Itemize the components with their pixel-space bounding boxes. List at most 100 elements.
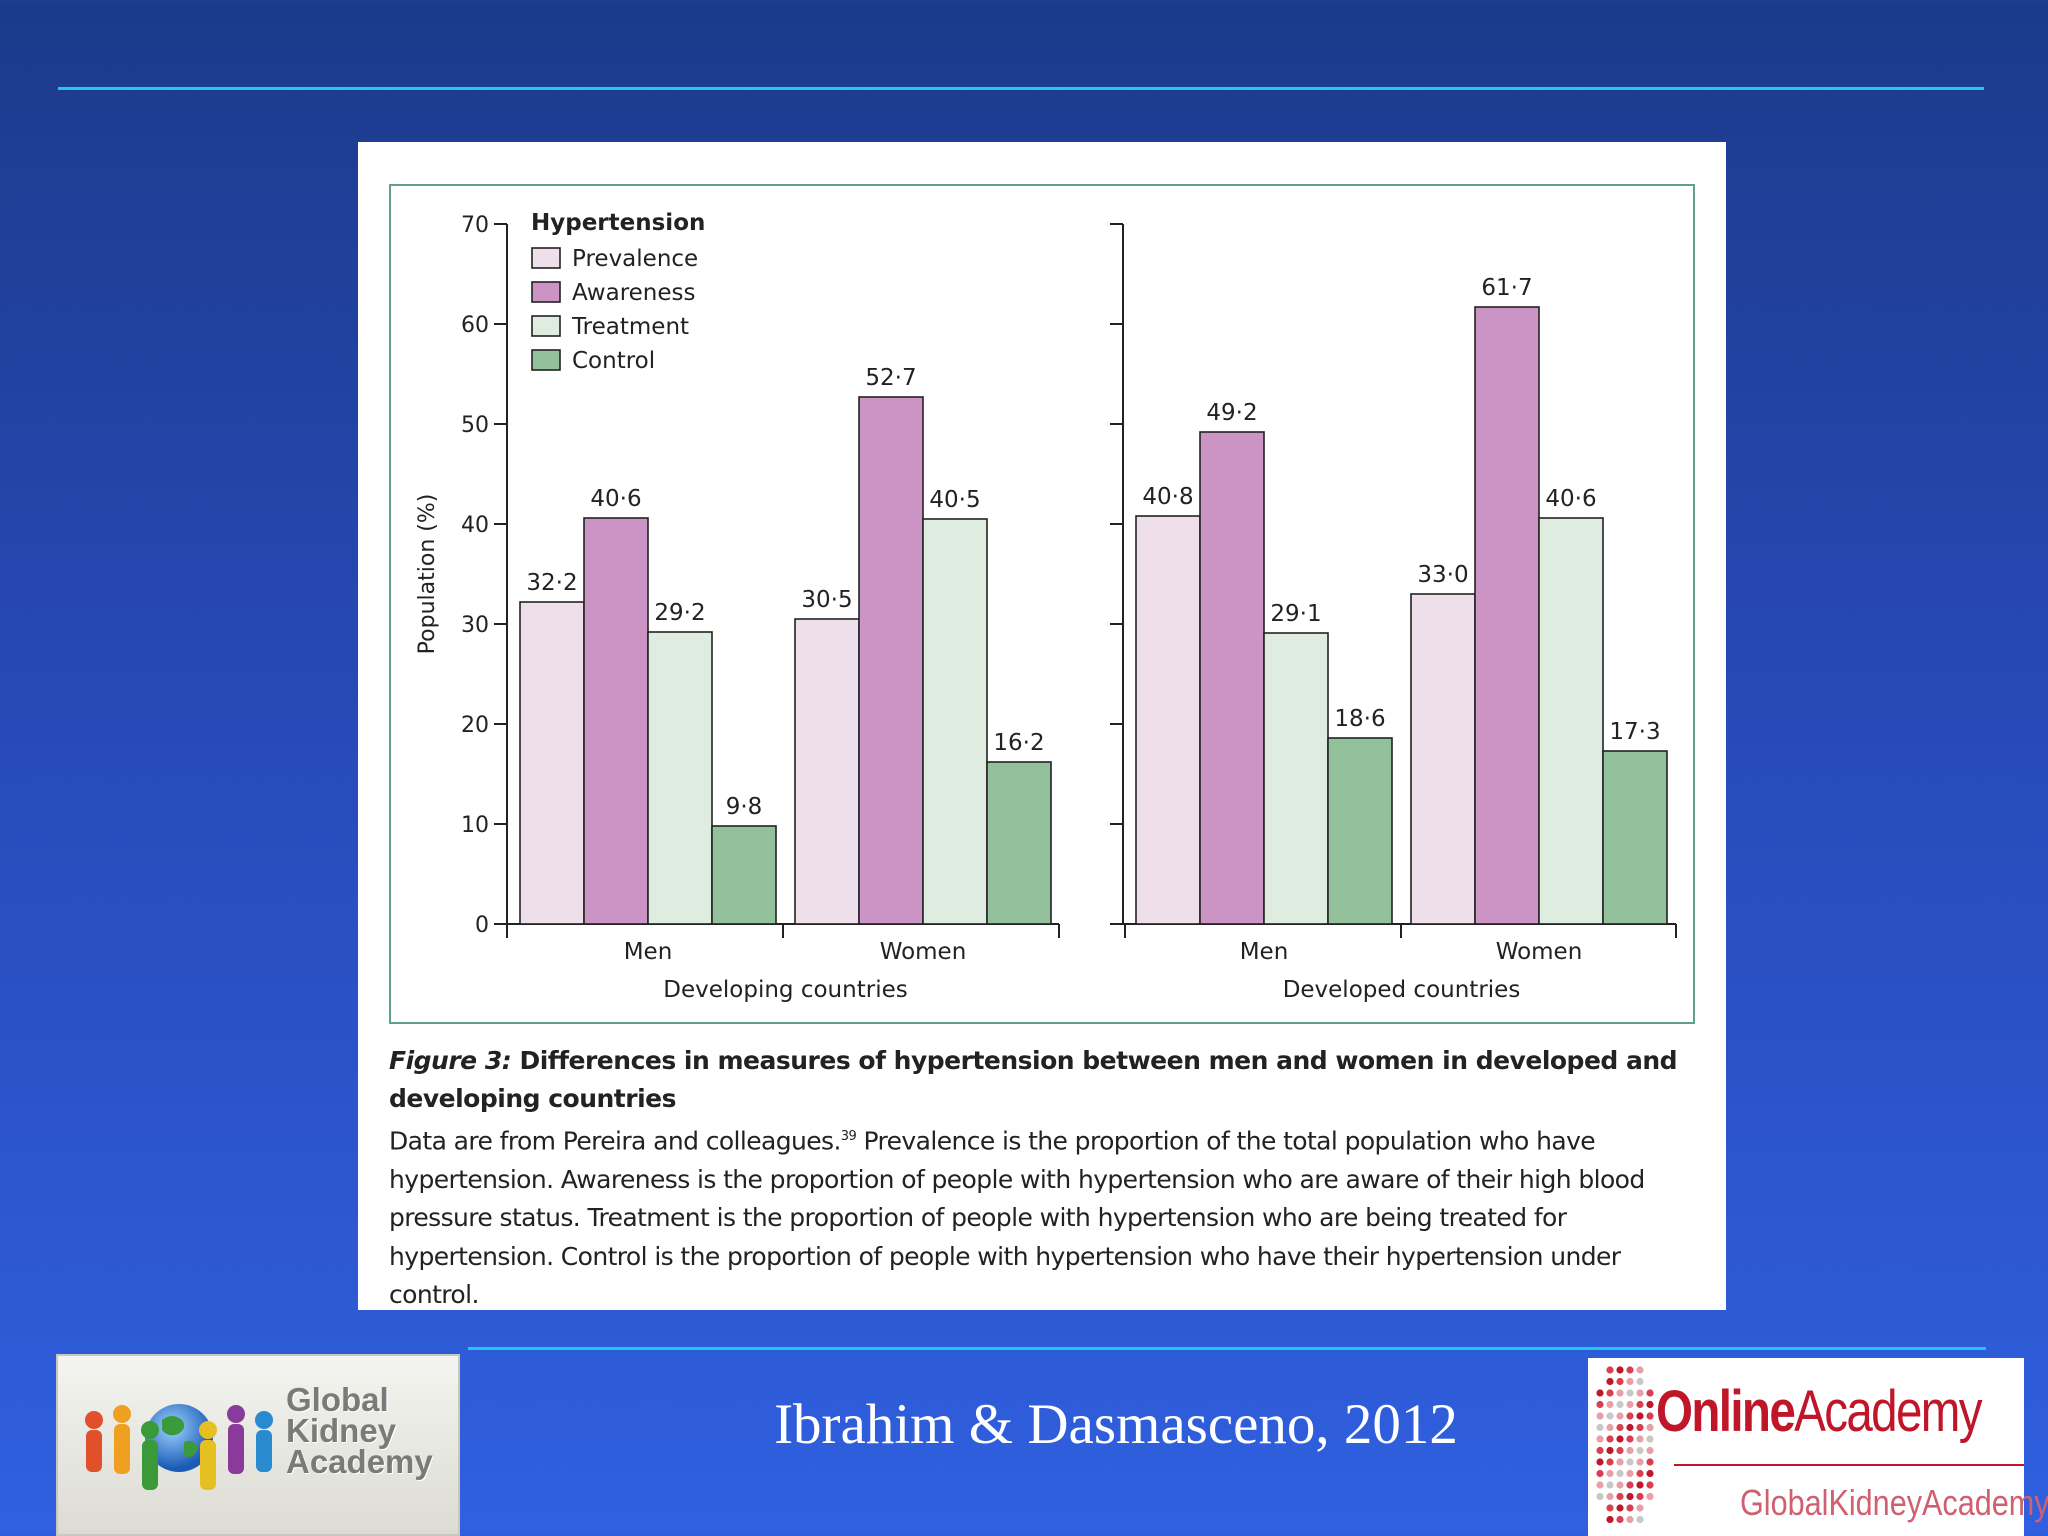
logo-dot	[1626, 1400, 1634, 1409]
legend-label-awareness: Awareness	[572, 280, 696, 306]
y-tick-label: 70	[461, 213, 489, 238]
online-word: Online	[1656, 1379, 1796, 1444]
logo-dot	[1636, 1469, 1644, 1478]
data-label: 17·3	[1609, 719, 1660, 745]
logo-dot	[1596, 1446, 1604, 1455]
bar-awareness	[858, 396, 924, 925]
x-category-label: Women	[1496, 939, 1583, 965]
top-accent-rule	[58, 87, 1984, 90]
logo-dot	[1636, 1366, 1644, 1374]
logo-dot	[1646, 1458, 1654, 1466]
logo-dot	[1626, 1481, 1634, 1489]
citation: Ibrahim & Dasmasceno, 2012	[774, 1393, 1458, 1456]
logo-dot	[1636, 1423, 1644, 1432]
legend-swatch-awareness	[531, 281, 561, 303]
logo-dot	[1626, 1492, 1634, 1501]
global-kidney-academy-logo: Global Kidney Academy	[56, 1354, 460, 1536]
bar-awareness	[1199, 431, 1265, 925]
legend-label-prevalence: Prevalence	[572, 246, 698, 272]
bar-prevalence	[1410, 593, 1476, 925]
logo-dot	[1606, 1412, 1614, 1420]
logo-dot	[1616, 1435, 1624, 1443]
bottom-accent-rule	[468, 1347, 1986, 1350]
logo-dot	[1616, 1504, 1624, 1512]
data-label: 29·2	[654, 600, 705, 626]
plot-frame	[389, 184, 1695, 1024]
x-axis-label: Developing countries	[663, 977, 907, 1003]
data-label: 40·6	[590, 486, 641, 512]
caption-body-rest: Prevalence is the proportion of the tota…	[389, 1126, 1645, 1310]
data-label: 16·2	[993, 730, 1044, 756]
logo-dot	[1616, 1377, 1624, 1386]
bar-treatment	[647, 631, 713, 925]
x-category-label: Men	[1240, 939, 1289, 965]
logo-dot	[1606, 1377, 1614, 1386]
logo-dot	[1616, 1458, 1624, 1466]
logo-dot	[1596, 1492, 1604, 1501]
global-kidney-academy-subtitle: GlobalKidneyAcademy	[1740, 1482, 2048, 1523]
bar-treatment	[1538, 517, 1604, 925]
data-label: 49·2	[1206, 400, 1257, 426]
y-tick-label: 40	[461, 513, 489, 538]
logo-dot	[1626, 1469, 1634, 1478]
data-label: 18·6	[1334, 706, 1385, 732]
academy-word: Academy	[1794, 1379, 1982, 1444]
bar-treatment	[922, 518, 988, 925]
logo-dot	[1626, 1389, 1634, 1397]
online-academy-logo: OnlineAcademy GlobalKidneyAcademy	[1588, 1358, 2048, 1536]
bar-awareness	[583, 517, 649, 925]
bar-prevalence	[519, 601, 585, 925]
logo-dot	[1626, 1377, 1634, 1386]
bar-prevalence	[1135, 515, 1201, 925]
logo-dot	[1636, 1515, 1644, 1524]
logo-dot	[1606, 1366, 1614, 1374]
logo-dot	[1616, 1412, 1624, 1420]
logo-dot	[1626, 1423, 1634, 1432]
logo-dot	[1596, 1481, 1604, 1489]
legend-title: Hypertension	[531, 210, 705, 236]
bar-awareness	[1474, 306, 1540, 925]
bar-control	[1602, 750, 1668, 925]
caption-reference: 39	[840, 1129, 857, 1144]
caption-body-start: Data are from Pereira and colleagues.	[389, 1126, 841, 1156]
legend-swatch-prevalence	[531, 247, 561, 269]
logo-dot	[1606, 1469, 1614, 1478]
logo-dot	[1626, 1412, 1634, 1420]
logo-dot	[1646, 1435, 1654, 1443]
y-tick-label: 0	[475, 913, 489, 938]
logo-dot	[1626, 1458, 1634, 1466]
data-label: 29·1	[1270, 601, 1321, 627]
bar-control	[711, 825, 777, 925]
bar-treatment	[1263, 632, 1329, 925]
logo-dot	[1646, 1423, 1654, 1432]
logo-dot	[1636, 1377, 1644, 1386]
caption-title: Figure 3: Differences in measures of hyp…	[389, 1042, 1709, 1118]
caption-title-text: Differences in measures of hypertension …	[389, 1046, 1678, 1113]
logo-dot	[1636, 1481, 1644, 1489]
logo-dot	[1606, 1400, 1614, 1409]
caption-body: Data are from Pereira and colleagues.39 …	[389, 1118, 1709, 1315]
logo-dot	[1646, 1481, 1654, 1489]
logo-dot	[1636, 1446, 1644, 1455]
logo-dot	[1606, 1389, 1614, 1397]
logo-dot	[1636, 1504, 1644, 1512]
logo-dot	[1596, 1435, 1604, 1443]
online-academy-wordmark: OnlineAcademy	[1656, 1378, 1983, 1445]
y-tick-label: 60	[461, 313, 489, 338]
y-tick-label: 50	[461, 413, 489, 438]
x-category-label: Women	[880, 939, 967, 965]
y-tick-label: 10	[461, 813, 489, 838]
y-axis-label: Population (%)	[415, 494, 440, 655]
logo-dot	[1606, 1492, 1614, 1501]
logo-dot	[1596, 1423, 1604, 1432]
logo-dot	[1606, 1423, 1614, 1432]
data-label: 40·5	[929, 487, 980, 513]
logo-dot	[1606, 1504, 1614, 1512]
y-tick-label: 30	[461, 613, 489, 638]
logo-dot	[1636, 1492, 1644, 1501]
logo-dot	[1616, 1400, 1624, 1409]
data-label: 40·8	[1142, 484, 1193, 510]
logo-dot	[1596, 1458, 1604, 1466]
figure-caption: Figure 3: Differences in measures of hyp…	[389, 1042, 1709, 1315]
x-axis-label: Developed countries	[1283, 977, 1521, 1003]
